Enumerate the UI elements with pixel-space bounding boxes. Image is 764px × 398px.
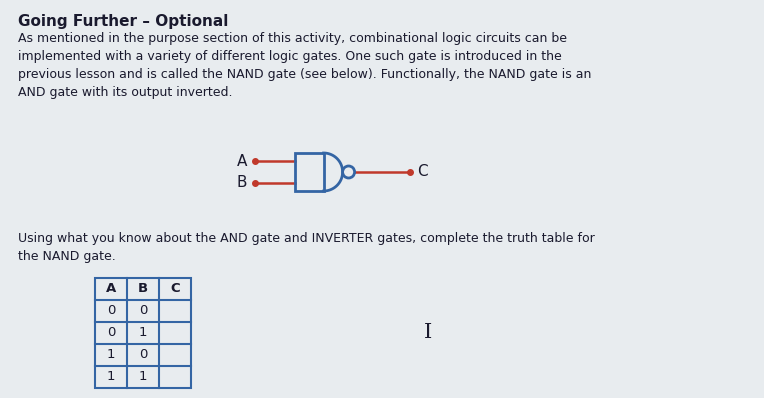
Text: 0: 0 [139, 349, 147, 361]
Text: I: I [424, 324, 432, 343]
Text: C: C [418, 164, 429, 179]
Text: 0: 0 [107, 304, 115, 318]
Text: 1: 1 [107, 371, 115, 384]
Text: B: B [138, 283, 148, 295]
Text: C: C [170, 283, 180, 295]
Text: 1: 1 [139, 371, 147, 384]
Text: Going Further – Optional: Going Further – Optional [18, 14, 228, 29]
Text: 1: 1 [107, 349, 115, 361]
Text: A: A [106, 283, 116, 295]
Text: Using what you know about the AND gate and INVERTER gates, complete the truth ta: Using what you know about the AND gate a… [18, 232, 594, 263]
Bar [295, 153, 324, 191]
Text: As mentioned in the purpose section of this activity, combinational logic circui: As mentioned in the purpose section of t… [18, 32, 591, 99]
Bar [95, 278, 191, 388]
Text: 0: 0 [139, 304, 147, 318]
Text: 0: 0 [107, 326, 115, 339]
Text: 1: 1 [139, 326, 147, 339]
Text: B: B [237, 175, 247, 190]
Text: A: A [237, 154, 247, 169]
